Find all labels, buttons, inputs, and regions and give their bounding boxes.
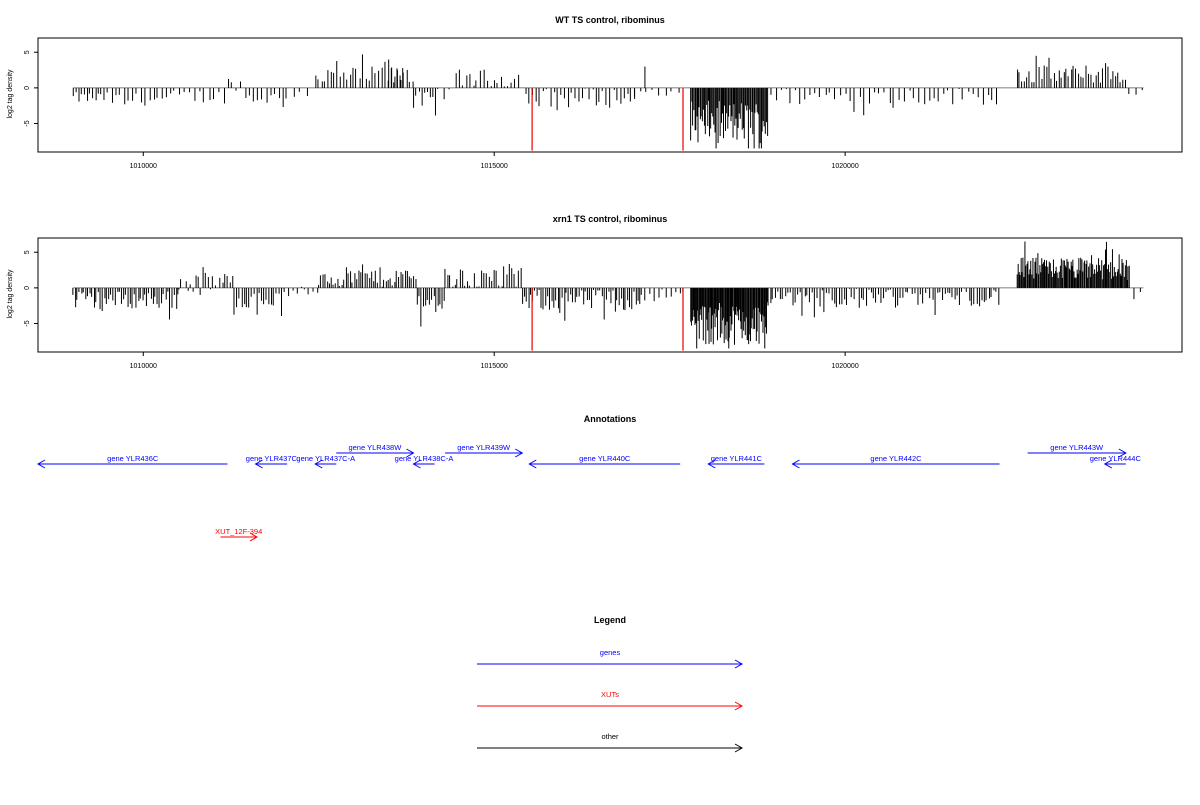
- feature-label: gene YLR441C: [711, 454, 763, 463]
- legend-label: XUTs: [601, 690, 619, 699]
- annotation-feature: gene YLR438W: [336, 443, 415, 458]
- axes: -5 0 5 1010000 1015000 1020000: [24, 37, 1183, 170]
- panel-title: xrn1 TS control, ribominus: [553, 214, 668, 224]
- feature-label: gene YLR443W: [1050, 443, 1104, 452]
- feature-label: XUT_12F-394: [215, 527, 262, 536]
- annotation-feature: XUT_12F-394: [215, 527, 262, 542]
- feature-arrowhead: [791, 459, 800, 469]
- legend-entry: genes: [477, 648, 744, 669]
- annotations-panel: Annotations gene YLR436C gene YLR437C gene…: [36, 414, 1142, 542]
- annotation-feature: gene YLR440C: [528, 454, 681, 469]
- legend-entry: other: [477, 732, 744, 753]
- xrn1-coverage-panel: xrn1 TS control, ribominus log2 tag dens…: [7, 214, 1183, 370]
- feature-label: gene YLR437C-A: [296, 454, 355, 463]
- legend-entry: XUTs: [477, 690, 744, 711]
- legend-title: Legend: [594, 615, 626, 625]
- x-tick-label: 1010000: [130, 163, 157, 170]
- feature-arrowhead: [254, 459, 263, 469]
- feature-label: gene YLR438W: [348, 443, 402, 452]
- feature-arrowhead: [528, 459, 537, 469]
- feature-label: gene YLR444C: [1090, 454, 1142, 463]
- y-tick-label: 0: [24, 286, 31, 290]
- annotation-feature: gene YLR443W: [1027, 443, 1127, 458]
- feature-arrowhead: [1103, 459, 1113, 469]
- feature-label: gene YLR440C: [579, 454, 631, 463]
- annotation-feature: gene YLR441C: [707, 454, 765, 469]
- x-tick-label: 1015000: [481, 363, 508, 370]
- annotation-feature: gene YLR437C-A: [296, 454, 355, 469]
- y-tick-label: -5: [24, 320, 31, 326]
- feature-label: gene YLR437C: [246, 454, 298, 463]
- x-tick-label: 1010000: [130, 363, 157, 370]
- annotation-feature: gene YLR436C: [36, 454, 228, 469]
- x-tick-label: 1015000: [481, 163, 508, 170]
- annotation-feature: gene YLR438C-A: [395, 454, 454, 469]
- feature-arrowhead: [412, 459, 421, 469]
- legend-panel: Legend genes XUTs other: [477, 615, 744, 753]
- y-tick-label: -5: [24, 120, 31, 126]
- coverage-bars: [72, 241, 1144, 351]
- legend-arrowhead: [734, 743, 744, 753]
- feature-arrowhead: [1118, 448, 1127, 458]
- feature-arrowhead: [249, 532, 258, 542]
- legend-arrowhead: [734, 701, 744, 711]
- y-tick-label: 0: [24, 86, 31, 90]
- feature-label: gene YLR439W: [457, 443, 511, 452]
- annotation-feature: gene YLR439W: [445, 443, 524, 458]
- feature-arrowhead: [406, 448, 415, 458]
- annotation-feature: gene YLR444C: [1090, 454, 1142, 469]
- y-axis-label: log2 tag density: [7, 69, 14, 119]
- plot-frame: [37, 237, 1183, 353]
- panel-title: WT TS control, ribominus: [555, 15, 665, 25]
- x-tick-label: 1020000: [831, 163, 858, 170]
- feature-arrowhead: [36, 459, 46, 469]
- legend-entries: genes XUTs other: [477, 648, 744, 753]
- annotation-feature: gene YLR442C: [791, 454, 1000, 469]
- legend-arrowhead: [734, 659, 744, 669]
- annotations-title: Annotations: [584, 414, 637, 424]
- feature-arrowhead: [314, 459, 323, 469]
- legend-label: other: [601, 732, 619, 741]
- y-tick-label: 5: [24, 50, 31, 54]
- y-axis-label: log2 tag density: [7, 269, 14, 319]
- annotation-features: gene YLR436C gene YLR437C gene YLR437C-A ge…: [36, 443, 1142, 542]
- axes: -5 0 5 1010000 1015000 1020000: [24, 237, 1183, 370]
- feature-label: gene YLR438C-A: [395, 454, 454, 463]
- feature-arrowhead: [515, 448, 524, 458]
- coverage-bars: [72, 54, 1144, 151]
- wt-coverage-panel: WT TS control, ribominus log2 tag densit…: [7, 15, 1183, 170]
- x-tick-label: 1020000: [831, 363, 858, 370]
- legend-label: genes: [600, 648, 621, 657]
- feature-label: gene YLR442C: [870, 454, 922, 463]
- feature-label: gene YLR436C: [107, 454, 159, 463]
- feature-arrowhead: [707, 459, 716, 469]
- y-tick-label: 5: [24, 250, 31, 254]
- plot-frame: [37, 37, 1183, 153]
- annotation-feature: gene YLR437C: [246, 454, 298, 469]
